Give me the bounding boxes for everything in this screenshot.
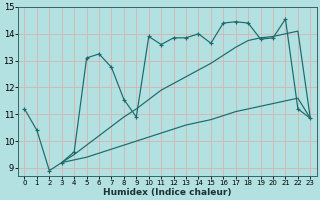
X-axis label: Humidex (Indice chaleur): Humidex (Indice chaleur) bbox=[103, 188, 232, 197]
